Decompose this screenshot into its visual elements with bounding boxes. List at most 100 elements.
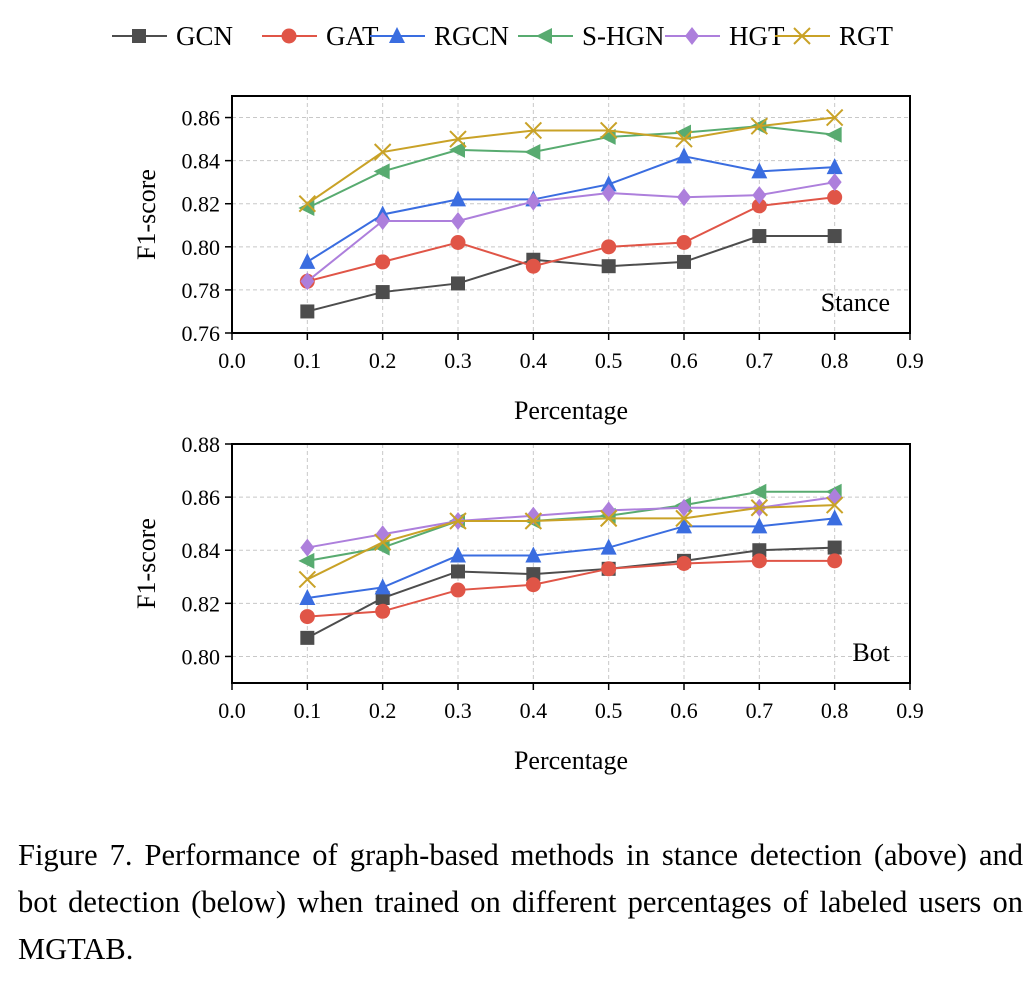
series-rgcn [299, 147, 843, 269]
x-axis-label: Percentage [514, 396, 628, 425]
data-point [826, 509, 843, 526]
data-point [752, 543, 767, 558]
plot-frame [231, 95, 911, 334]
legend-item-rgcn: RGCN [370, 21, 509, 51]
legend-marker-circle [281, 28, 297, 44]
data-point [451, 276, 465, 291]
x-tick-label: 0.3 [444, 698, 472, 723]
legend-item-gcn: GCN [112, 21, 233, 51]
x-tick-label: 0.8 [821, 348, 849, 373]
data-point [601, 501, 616, 520]
series-line [307, 559, 835, 618]
data-point [525, 577, 541, 593]
data-point [751, 517, 768, 534]
data-point [526, 192, 541, 211]
data-point [298, 200, 315, 217]
y-tick-label: 0.78 [182, 278, 221, 303]
x-tick-label: 0.9 [896, 348, 924, 373]
data-point [677, 498, 691, 517]
legend-label: GCN [176, 21, 233, 51]
data-point [825, 126, 842, 143]
x-tick-label: 0.6 [670, 698, 698, 723]
data-point [449, 512, 467, 530]
data-point [825, 496, 844, 514]
x-tick-label: 0.1 [294, 698, 322, 723]
legend-label: S-HGN [582, 21, 665, 51]
data-point [298, 195, 317, 213]
data-point [373, 143, 392, 161]
data-point [451, 211, 465, 230]
x-axis-label: Percentage [514, 746, 628, 775]
legend-marker-triangle-left [536, 28, 552, 44]
data-point [677, 254, 691, 269]
data-point [601, 561, 617, 577]
data-point [827, 173, 842, 192]
x-tick-label: 0.4 [520, 348, 548, 373]
x-tick-label: 0.5 [595, 698, 623, 723]
x-tick-label: 0.4 [520, 698, 548, 723]
data-point [752, 229, 767, 244]
series-line [306, 125, 835, 209]
legend-item-rgt: RGT [775, 21, 894, 51]
y-tick-label: 0.86 [182, 106, 221, 131]
y-axis-label: F1-score [132, 169, 161, 260]
x-tick-label: 0.0 [218, 698, 246, 723]
data-point [374, 578, 391, 595]
x-tick-label: 0.1 [294, 348, 322, 373]
data-point [300, 272, 315, 291]
legend-marker-x [793, 27, 811, 45]
series-line [307, 490, 835, 562]
data-point [300, 538, 315, 557]
data-point [675, 130, 693, 148]
data-point [450, 190, 466, 207]
x-tick-label: 0.7 [746, 698, 774, 723]
x-tick-label: 0.2 [369, 348, 397, 373]
y-tick-label: 0.82 [182, 192, 221, 217]
bot-chart: 0.0 0.1 0.2 0.3 0.4 0.5 0.6 0.7 0.8 0.9 0.80 0.82 0.… [132, 432, 924, 775]
y-tick-label: 0.80 [182, 644, 221, 669]
data-point [375, 285, 390, 300]
data-point [675, 509, 693, 528]
legend-item-s-hgn: S-HGN [518, 21, 665, 51]
data-point [827, 540, 842, 555]
data-point [449, 130, 467, 148]
x-tick-label: 0.3 [444, 348, 472, 373]
data-point [751, 553, 767, 569]
x-tick-label: 0.9 [896, 698, 924, 723]
legend-item-gat: GAT [262, 21, 379, 51]
data-point [827, 189, 843, 205]
legend-label: RGCN [434, 21, 509, 51]
legend-item-hgt: HGT [665, 21, 785, 51]
series-rgcn [299, 509, 843, 606]
legend: GCN GAT RGCN S-HGN HGT RGT [112, 21, 894, 51]
data-point [677, 188, 691, 207]
series-line [306, 181, 835, 283]
x-tick-label: 0.5 [595, 348, 623, 373]
panel-annotation: Bot [852, 638, 890, 667]
legend-marker-square [132, 29, 146, 43]
data-point [750, 117, 769, 135]
data-point [750, 483, 767, 500]
data-point [827, 553, 843, 569]
series-line [306, 546, 835, 639]
data-point [524, 144, 541, 161]
data-point [299, 252, 316, 269]
x-tick-label: 0.2 [369, 698, 397, 723]
series-rgt [298, 496, 844, 589]
data-point [375, 254, 391, 270]
data-point [299, 589, 316, 606]
data-point [751, 162, 768, 179]
y-tick-label: 0.76 [182, 321, 221, 346]
stance-chart: 0.0 0.1 0.2 0.3 0.4 0.5 0.6 0.7 0.8 0.9 0.76 0.78 0.… [132, 95, 924, 425]
data-point [299, 609, 315, 625]
data-point [601, 259, 616, 274]
data-point [676, 147, 692, 164]
figure: GCN GAT RGCN S-HGN HGT RGT 0.0 0.1 0.2 0.3 0.4 0.5 0… [112, 21, 924, 775]
series-hgt [300, 173, 842, 291]
series-s-hgn [298, 118, 842, 217]
x-tick-label: 0.8 [821, 698, 849, 723]
y-tick-label: 0.84 [182, 149, 221, 174]
series-line [307, 496, 835, 549]
series-gcn [300, 540, 842, 645]
data-point [449, 141, 465, 158]
